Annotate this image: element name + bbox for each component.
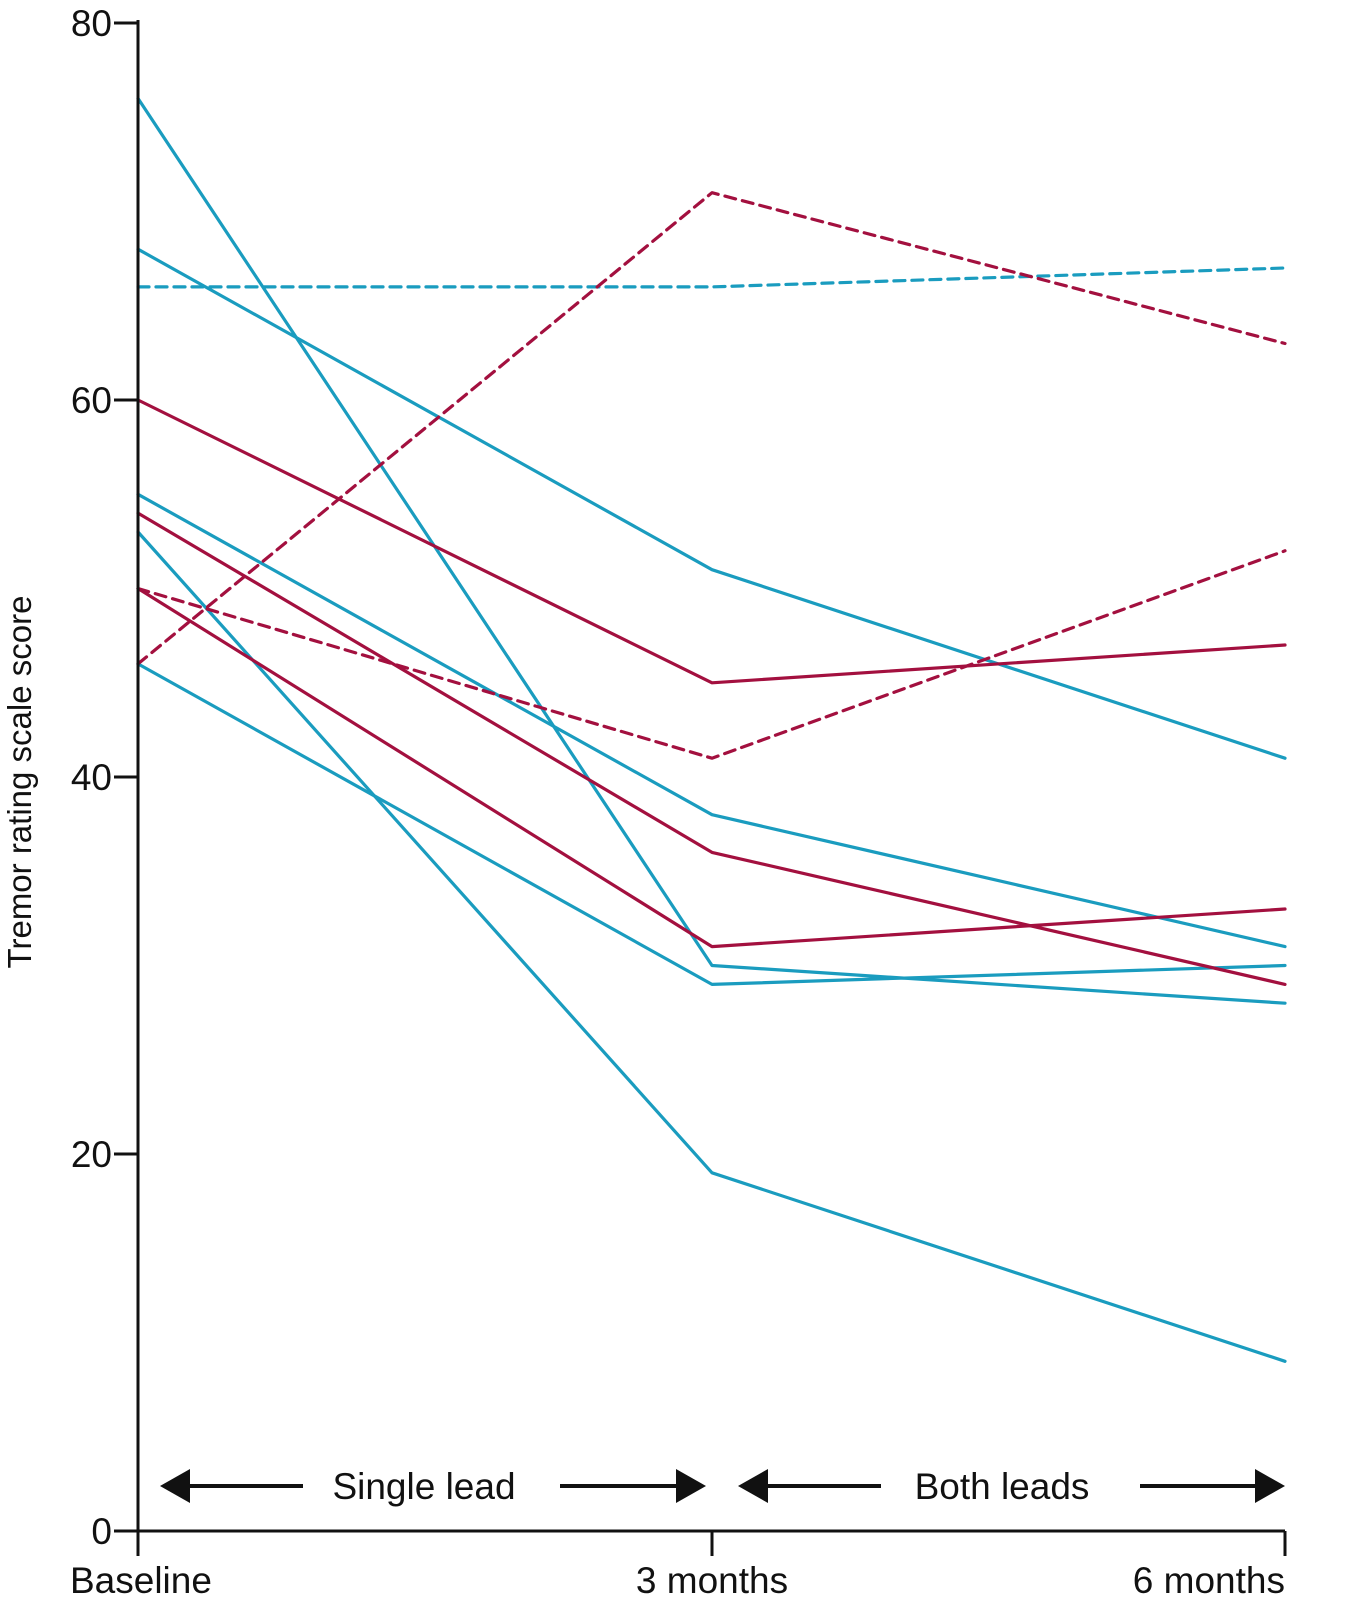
series-line-4 (136, 492, 1287, 949)
arrow-left-head (160, 1469, 190, 1503)
series-line-7 (136, 191, 1287, 666)
y-ticks: 0 20 40 60 80 (71, 3, 138, 1552)
arrow-right-head (1255, 1469, 1285, 1503)
series-line-2 (136, 247, 1287, 760)
series-line-3 (136, 266, 1287, 289)
y-tick-label-40: 40 (71, 757, 112, 798)
series-line-5 (136, 530, 1287, 1363)
series-line-10 (136, 586, 1287, 949)
phase-arrow-1: Single lead (160, 1466, 706, 1507)
x-tick-label-1: Baseline (70, 1560, 212, 1600)
series-line-1 (136, 96, 1287, 1005)
phase-annotations: Single lead Both leads (160, 1466, 1285, 1507)
arrow-left-head (738, 1469, 768, 1503)
phase-arrow-2: Both leads (738, 1466, 1285, 1507)
y-tick-label-0: 0 (91, 1511, 112, 1552)
y-tick-label-80: 80 (71, 3, 112, 44)
y-axis-label: Tremor rating scale score (1, 596, 38, 969)
phase-label-1: Single lead (332, 1466, 515, 1507)
arrow-right-head (676, 1469, 706, 1503)
series-line-9 (136, 511, 1287, 987)
x-tick-label-2: 3 months (636, 1560, 788, 1600)
y-tick-label-20: 20 (71, 1134, 112, 1175)
series-layer (136, 96, 1287, 1363)
phase-label-2: Both leads (915, 1466, 1090, 1507)
series-line-8 (136, 398, 1287, 685)
y-tick-label-60: 60 (71, 380, 112, 421)
x-tick-label-3: 6 months (1133, 1560, 1285, 1600)
series-line-6 (136, 662, 1287, 987)
x-ticks: Baseline 3 months 6 months (70, 1531, 1287, 1600)
series-line-11 (136, 549, 1287, 760)
